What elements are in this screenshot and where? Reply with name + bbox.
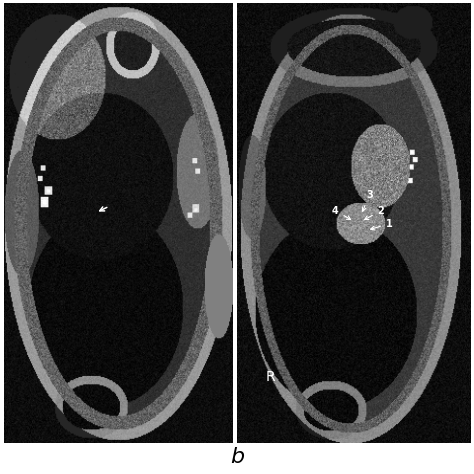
Text: 2: 2 (365, 206, 384, 219)
Text: b: b (230, 447, 244, 467)
Text: 3: 3 (362, 190, 373, 211)
Text: 4: 4 (332, 206, 351, 219)
Text: 1: 1 (371, 219, 392, 230)
Text: R: R (265, 370, 275, 384)
